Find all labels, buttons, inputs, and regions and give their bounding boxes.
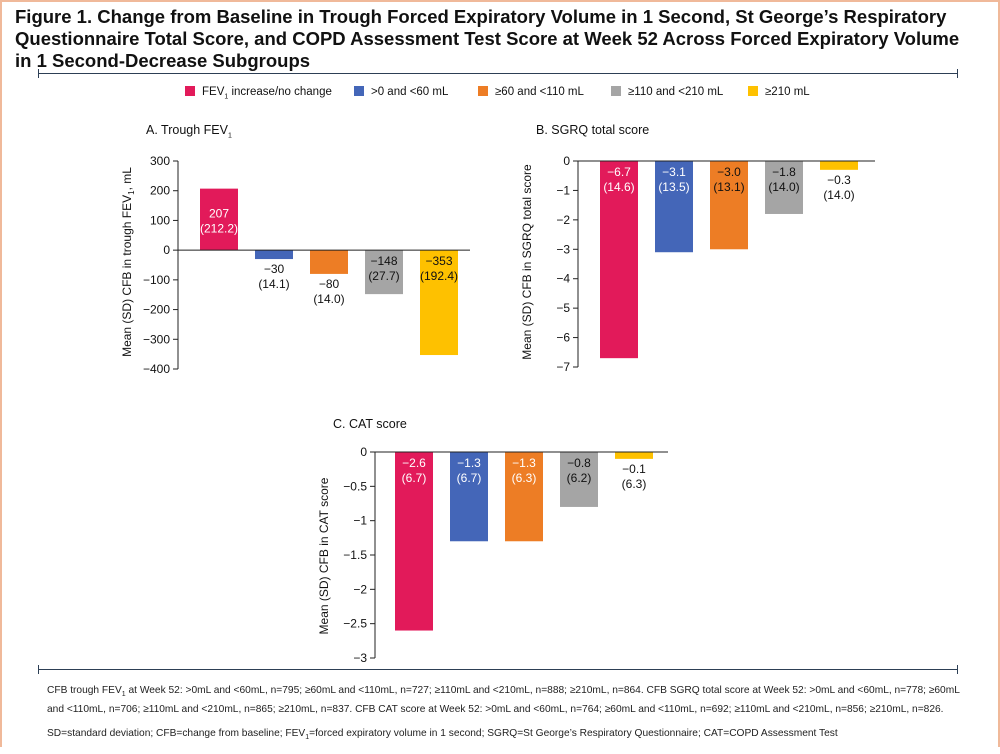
chart-panel-c: 0−0.5−1−1.5−2−2.5−3−2.6(6.7)−1.3(6.7)−1.… [343, 445, 668, 665]
panel-c-y-tick-label: −1 [353, 514, 367, 528]
panel-a-y-axis-label: Mean (SD) CFB in trough FEV1, mL [120, 167, 136, 357]
panel-a-sd-label: (192.4) [420, 269, 458, 283]
panel-b-sd-label: (14.0) [768, 180, 799, 194]
panel-b-sd-label: (14.0) [823, 188, 854, 202]
panel-c-sd-label: (6.3) [622, 477, 647, 491]
panel-c-sd-label: (6.3) [512, 471, 537, 485]
panel-a-bar-5 [420, 250, 458, 356]
panel-c-value-label: −0.1 [622, 462, 646, 476]
panel-b-sd-label: (13.5) [658, 180, 689, 194]
panel-b-sd-label: (14.6) [603, 180, 634, 194]
panel-c-y-tick-label: −0.5 [343, 479, 367, 493]
panel-a-y-tick-label: −200 [143, 303, 170, 317]
panel-c-value-label: −1.3 [512, 456, 536, 470]
panel-b-y-tick-label: −5 [556, 301, 570, 315]
legend-item-110-210: ≥110 and <210 mL [611, 86, 723, 98]
panel-a-y-tick-label: 300 [150, 154, 170, 168]
top-rule [38, 69, 958, 78]
chart-panel-b: 0−1−2−3−4−5−6−7−6.7(14.6)−3.1(13.5)−3.0(… [556, 154, 875, 374]
panel-c-title: C. CAT score [333, 417, 407, 431]
panel-c-y-tick-label: −2 [353, 582, 367, 596]
panel-a-bar-1 [200, 188, 238, 251]
panel-b-value-label: −3.0 [717, 165, 741, 179]
bottom-rule [38, 665, 958, 674]
legend-swatch [748, 86, 758, 96]
panel-c-value-label: −1.3 [457, 456, 481, 470]
panel-b-y-tick-label: −1 [556, 183, 570, 197]
chart-panel-a: 3002001000−100−200−300−400207(212.2)−30(… [143, 154, 470, 376]
panel-a-y-tick-label: −400 [143, 362, 170, 376]
panel-a-value-label: 207 [209, 206, 229, 220]
panel-a-y-tick-label: −300 [143, 332, 170, 346]
panel-c-y-tick-label: −1.5 [343, 548, 367, 562]
panel-b-bar-5 [820, 161, 858, 170]
panel-b-y-tick-label: 0 [563, 154, 570, 168]
panel-b-y-tick-label: −3 [556, 242, 570, 256]
panel-b-y-tick-label: −4 [556, 272, 570, 286]
panel-a-bar-2 [255, 250, 293, 260]
panel-c-y-tick-label: −3 [353, 651, 367, 665]
panel-a-title: A. Trough FEV1 [146, 123, 232, 140]
panel-a-bar-3 [310, 250, 348, 274]
panel-c-sd-label: (6.7) [457, 471, 482, 485]
panel-b-bar-3 [710, 161, 748, 250]
legend-item-0-60: >0 and <60 mL [354, 86, 448, 98]
panel-a-value-label: −148 [370, 254, 397, 268]
panel-b-value-label: −3.1 [662, 165, 686, 179]
panel-c-y-axis-label: Mean (SD) CFB in CAT score [317, 477, 331, 634]
panel-b-y-tick-label: −7 [556, 360, 570, 374]
panel-a-y-tick-label: −100 [143, 273, 170, 287]
panel-a-sd-label: (14.0) [313, 292, 344, 306]
legend-swatch [611, 86, 621, 96]
panel-c-value-label: −0.8 [567, 456, 591, 470]
panel-b-y-tick-label: −2 [556, 213, 570, 227]
panel-b-value-label: −6.7 [607, 165, 631, 179]
panel-b-title: B. SGRQ total score [536, 123, 650, 137]
panel-a-sd-label: (27.7) [368, 269, 399, 283]
panel-a-sd-label: (212.2) [200, 221, 238, 235]
panel-b-y-tick-label: −6 [556, 331, 570, 345]
panel-b-bar-2 [655, 161, 693, 253]
panel-a-value-label: −30 [264, 262, 285, 276]
panel-c-bar-4 [560, 452, 598, 507]
panel-c-bar-5 [615, 452, 653, 459]
panel-b-bar-4 [765, 161, 803, 214]
panel-a-value-label: −353 [425, 254, 452, 268]
panel-a-value-label: −80 [319, 277, 340, 291]
panel-c-value-label: −2.6 [402, 456, 426, 470]
panel-c-y-tick-label: −2.5 [343, 617, 367, 631]
legend-swatch [185, 86, 195, 96]
legend-item-210: ≥210 mL [748, 86, 810, 98]
panel-b-sd-label: (13.1) [713, 180, 744, 194]
panel-c-bar-3 [505, 452, 543, 542]
panel-a-sd-label: (14.1) [258, 277, 289, 291]
panel-c-y-tick-label: 0 [360, 445, 367, 459]
legend-swatch [478, 86, 488, 96]
footnotes: CFB trough FEV1 at Week 52: >0mL and <60… [47, 683, 967, 754]
figure-title: Figure 1. Change from Baseline in Trough… [15, 6, 960, 71]
panel-a-y-tick-label: 100 [150, 213, 170, 227]
panel-c-sd-label: (6.7) [402, 471, 427, 485]
panel-c-sd-label: (6.2) [567, 471, 592, 485]
legend-item-60-110: ≥60 and <110 mL [478, 86, 584, 98]
panel-b-value-label: −1.8 [772, 165, 796, 179]
panel-b-y-axis-label: Mean (SD) CFB in SGRQ total score [520, 164, 534, 360]
panel-b-value-label: −0.3 [827, 173, 851, 187]
panel-b-bar-1 [600, 161, 638, 359]
legend-swatch [354, 86, 364, 96]
panel-c-bar-2 [450, 452, 488, 542]
panel-a-y-tick-label: 0 [163, 243, 170, 257]
panel-c-bar-1 [395, 452, 433, 631]
footnote-sample-sizes: CFB trough FEV1 at Week 52: >0mL and <60… [47, 685, 960, 716]
panel-a-y-tick-label: 200 [150, 184, 170, 198]
legend-item-increase: FEV1 increase/no change [185, 86, 332, 100]
footnote-abbreviations: SD=standard deviation; CFB=change from b… [47, 728, 838, 742]
panel-a-bar-4 [365, 250, 403, 295]
